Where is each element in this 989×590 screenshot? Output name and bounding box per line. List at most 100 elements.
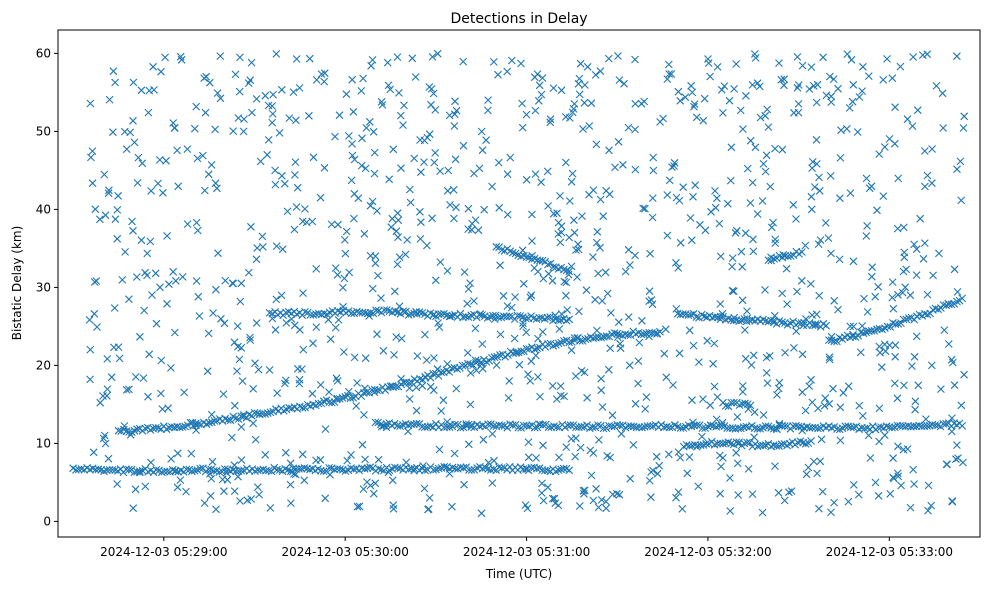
data-point bbox=[359, 485, 368, 493]
data-point bbox=[494, 70, 502, 79]
data-point bbox=[393, 209, 402, 218]
data-point bbox=[721, 401, 730, 410]
data-point bbox=[443, 186, 452, 195]
data-point bbox=[747, 361, 756, 369]
data-point bbox=[357, 161, 366, 170]
data-point bbox=[554, 218, 563, 227]
data-point bbox=[687, 81, 695, 90]
data-point bbox=[779, 251, 788, 259]
data-point bbox=[249, 419, 258, 428]
data-point bbox=[400, 101, 408, 110]
data-point bbox=[389, 145, 398, 154]
data-point bbox=[420, 158, 428, 166]
data-point bbox=[789, 200, 798, 209]
data-point bbox=[233, 367, 241, 375]
data-point bbox=[794, 100, 803, 108]
data-point bbox=[410, 154, 419, 163]
data-point bbox=[428, 214, 436, 223]
data-point bbox=[700, 94, 709, 103]
data-point bbox=[412, 383, 421, 392]
data-point bbox=[703, 336, 712, 345]
data-point bbox=[430, 310, 438, 319]
data-point bbox=[867, 326, 876, 335]
data-point bbox=[506, 153, 515, 162]
data-point bbox=[333, 377, 342, 385]
data-point bbox=[777, 75, 786, 84]
data-point bbox=[947, 355, 956, 364]
data-point bbox=[919, 254, 928, 263]
data-point bbox=[410, 464, 419, 473]
data-point bbox=[265, 366, 274, 374]
data-point bbox=[237, 466, 246, 475]
data-point bbox=[631, 251, 639, 260]
data-point bbox=[588, 423, 597, 432]
data-point bbox=[875, 437, 883, 446]
data-point bbox=[812, 310, 821, 319]
data-point bbox=[488, 479, 497, 487]
data-point bbox=[551, 499, 560, 508]
data-point bbox=[206, 469, 214, 478]
data-point bbox=[534, 373, 542, 381]
data-point bbox=[452, 106, 461, 115]
data-point bbox=[205, 78, 214, 87]
data-point bbox=[858, 412, 867, 420]
data-point bbox=[215, 468, 224, 476]
data-point bbox=[829, 384, 837, 393]
data-point bbox=[589, 186, 598, 194]
data-point bbox=[434, 464, 443, 473]
data-point bbox=[815, 186, 824, 195]
data-point bbox=[580, 486, 589, 495]
data-point bbox=[701, 226, 710, 235]
data-point bbox=[570, 334, 579, 342]
data-point bbox=[480, 205, 489, 214]
data-point bbox=[665, 70, 674, 78]
data-point bbox=[805, 85, 814, 93]
data-point bbox=[360, 229, 369, 238]
data-point bbox=[118, 276, 127, 284]
data-point bbox=[332, 395, 341, 404]
data-point bbox=[405, 395, 414, 403]
data-point bbox=[170, 124, 179, 132]
data-point bbox=[233, 322, 242, 330]
data-point bbox=[846, 189, 855, 197]
data-point bbox=[254, 365, 263, 374]
data-point bbox=[389, 504, 398, 513]
data-point bbox=[670, 162, 678, 170]
data-point bbox=[731, 228, 740, 237]
data-point bbox=[912, 245, 921, 254]
data-point bbox=[816, 457, 825, 466]
data-point bbox=[631, 165, 640, 174]
data-point bbox=[345, 132, 353, 140]
data-point bbox=[557, 310, 566, 318]
data-point bbox=[420, 136, 429, 145]
data-point bbox=[928, 179, 936, 188]
data-point bbox=[576, 443, 585, 452]
data-point bbox=[182, 487, 190, 496]
data-point bbox=[358, 440, 367, 449]
data-point bbox=[497, 421, 506, 430]
data-point bbox=[856, 348, 865, 357]
data-point bbox=[402, 458, 411, 467]
data-point bbox=[678, 505, 687, 513]
data-point bbox=[555, 325, 564, 333]
data-point bbox=[261, 91, 270, 100]
data-point bbox=[463, 349, 472, 357]
data-point bbox=[575, 90, 584, 99]
data-point bbox=[858, 87, 866, 95]
data-point bbox=[236, 497, 244, 505]
data-point bbox=[860, 294, 868, 303]
data-point bbox=[918, 51, 927, 59]
data-point bbox=[868, 263, 877, 272]
data-point bbox=[827, 249, 835, 258]
data-point bbox=[556, 238, 565, 247]
data-point bbox=[111, 78, 119, 87]
data-point bbox=[762, 369, 771, 377]
data-point bbox=[923, 290, 932, 299]
data-point bbox=[702, 439, 711, 448]
data-point bbox=[815, 173, 823, 182]
data-point bbox=[459, 141, 468, 150]
data-point bbox=[767, 253, 775, 262]
data-point bbox=[891, 341, 900, 350]
data-point bbox=[466, 369, 475, 377]
data-point bbox=[793, 53, 802, 61]
